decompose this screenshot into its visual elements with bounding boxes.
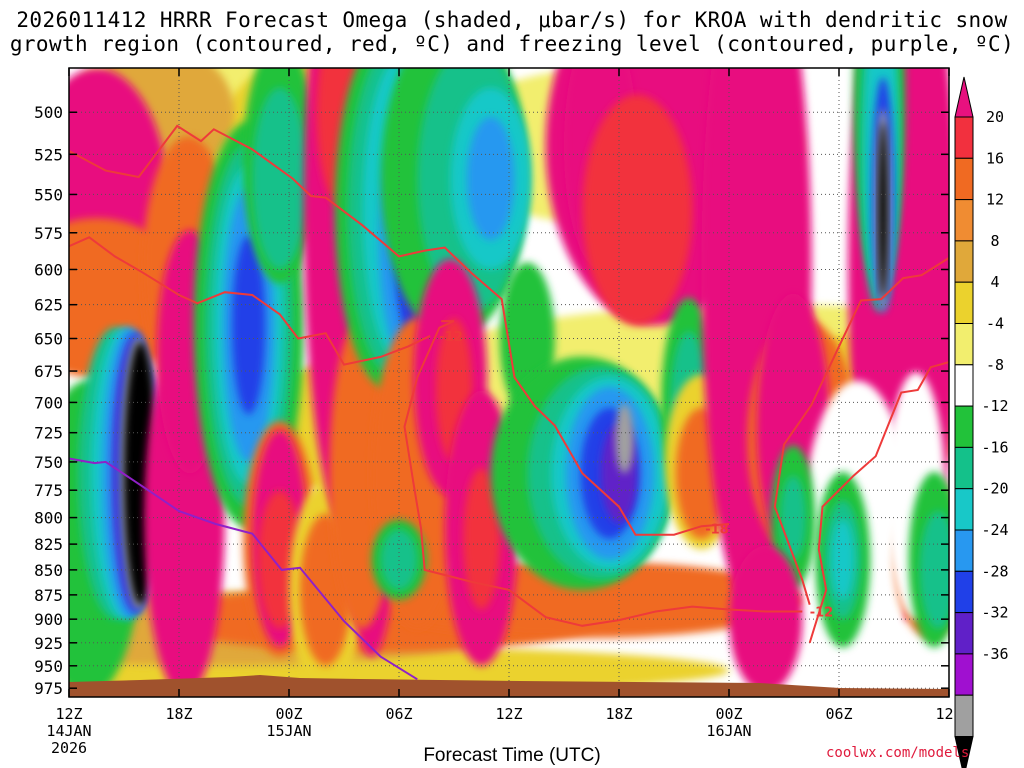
contour-line: [773, 257, 949, 605]
x-tick-label: 18Z: [605, 705, 632, 723]
colorbar: 20 16 12 8 4 -4 -8 -12 -16 -20 -24 -28 -32 -36: [954, 76, 1009, 768]
colorbar-swatch: [954, 240, 974, 283]
colorbar-label: -32: [981, 604, 1008, 622]
colorbar-swatch: [954, 364, 974, 407]
x-tick-label: 2026: [51, 739, 87, 757]
colorbar-swatch: [954, 405, 974, 448]
x-tick-label: 15JAN: [266, 722, 311, 740]
colorbar-label: 20: [986, 108, 1004, 126]
x-tick-label: 14JAN: [46, 722, 91, 740]
y-tick-label: 925: [34, 634, 63, 653]
omega-shade-cell: [252, 87, 308, 270]
x-tick-label: 12Z: [495, 705, 522, 723]
y-tick-label: 625: [34, 296, 63, 315]
x-tick-label: 06Z: [825, 705, 852, 723]
x-tick-label: 18Z: [165, 705, 192, 723]
colorbar-swatch: [954, 529, 974, 572]
colorbar-swatch: [954, 76, 974, 118]
y-tick-label: 600: [34, 261, 63, 280]
x-tick-label: 00Z: [715, 705, 742, 723]
omega-shade-cell: [615, 403, 634, 474]
x-tick-label: 00Z: [275, 705, 302, 723]
y-tick-label: 950: [34, 657, 63, 676]
omega-shade-cell: [878, 122, 888, 298]
contour-label: -12: [810, 606, 834, 621]
omega-shade-cell: [463, 468, 500, 610]
y-tick-label: 975: [34, 679, 63, 698]
colorbar-swatch: [954, 323, 974, 366]
colorbar-swatch: [954, 157, 974, 201]
colorbar-label: -28: [981, 562, 1008, 580]
chart-title-line-2: growth region (contoured, red, ºC) and f…: [9, 32, 1015, 56]
colorbar-swatch: [954, 281, 974, 325]
colorbar-label: 12: [986, 191, 1004, 209]
colorbar-label: 8: [990, 232, 999, 250]
y-tick-label: 525: [34, 145, 63, 164]
y-tick-label: 825: [34, 535, 63, 554]
y-tick-label: 675: [34, 362, 63, 381]
colorbar-label: -24: [981, 521, 1008, 539]
y-tick-label: 800: [34, 509, 63, 528]
x-tick-label: 06Z: [385, 705, 412, 723]
colorbar-label: -16: [981, 438, 1008, 456]
y-tick-label: 725: [34, 424, 63, 443]
omega-shade-cell: [582, 94, 693, 326]
y-tick-label: 850: [34, 561, 63, 580]
contour-line: [69, 457, 418, 681]
contour-lines: -18 -12 -12: [69, 124, 949, 681]
y-tick-label: 900: [34, 610, 63, 629]
y-tick-label: 500: [34, 103, 63, 122]
omega-shade-cell: [232, 235, 266, 415]
colorbar-swatch: [954, 653, 974, 696]
y-tick-label: 700: [34, 393, 63, 412]
colorbar-swatch: [954, 694, 974, 738]
contour-label: -18: [705, 522, 729, 537]
omega-shade-cell: [466, 117, 515, 241]
colorbar-label: -20: [981, 480, 1008, 498]
grid-lines: [69, 68, 949, 697]
x-axis-title: Forecast Time (UTC): [423, 745, 601, 766]
colorbar-swatch: [954, 116, 974, 159]
y-tick-label: 775: [34, 481, 63, 500]
colorbar-label: 16: [986, 149, 1004, 167]
x-tick-label: 16JAN: [706, 722, 751, 740]
y-tick-label: 650: [34, 330, 63, 349]
contour-label: -12: [439, 330, 463, 345]
contour-line: [69, 236, 431, 366]
colorbar-swatch: [954, 199, 974, 242]
colorbar-swatch: [954, 612, 974, 655]
colorbar-label: -36: [981, 645, 1008, 663]
colorbar-swatch: [954, 488, 974, 531]
omega-shade-cell: [831, 519, 854, 600]
colorbar-label: 4: [990, 273, 999, 291]
x-tick-label: 12Z: [55, 705, 82, 723]
y-tick-label: 750: [34, 453, 63, 472]
y-tick-label: 575: [34, 224, 63, 243]
omega-shading: [69, 68, 949, 697]
omega-shade-cell: [919, 511, 949, 629]
credit-text: coolwx.com/models: [826, 745, 970, 761]
colorbar-swatch: [954, 736, 974, 768]
y-tick-label: 550: [34, 185, 63, 204]
y-tick-label: 875: [34, 586, 63, 605]
colorbar-label: -4: [986, 315, 1004, 333]
colorbar-label: -12: [981, 397, 1008, 415]
chart-title-line-1: 2026011412 HRRR Forecast Omega (shaded, …: [16, 8, 1008, 32]
colorbar-label: -8: [986, 356, 1004, 374]
contour-line: [808, 361, 949, 644]
contour-line: [69, 124, 730, 536]
y-axis: 500 525 550 575 600 625 650 675 700 725 750 775 800 8…: [34, 103, 949, 698]
colorbar-swatch: [954, 570, 974, 614]
contour-line: [403, 320, 803, 627]
colorbar-swatch: [954, 446, 974, 490]
